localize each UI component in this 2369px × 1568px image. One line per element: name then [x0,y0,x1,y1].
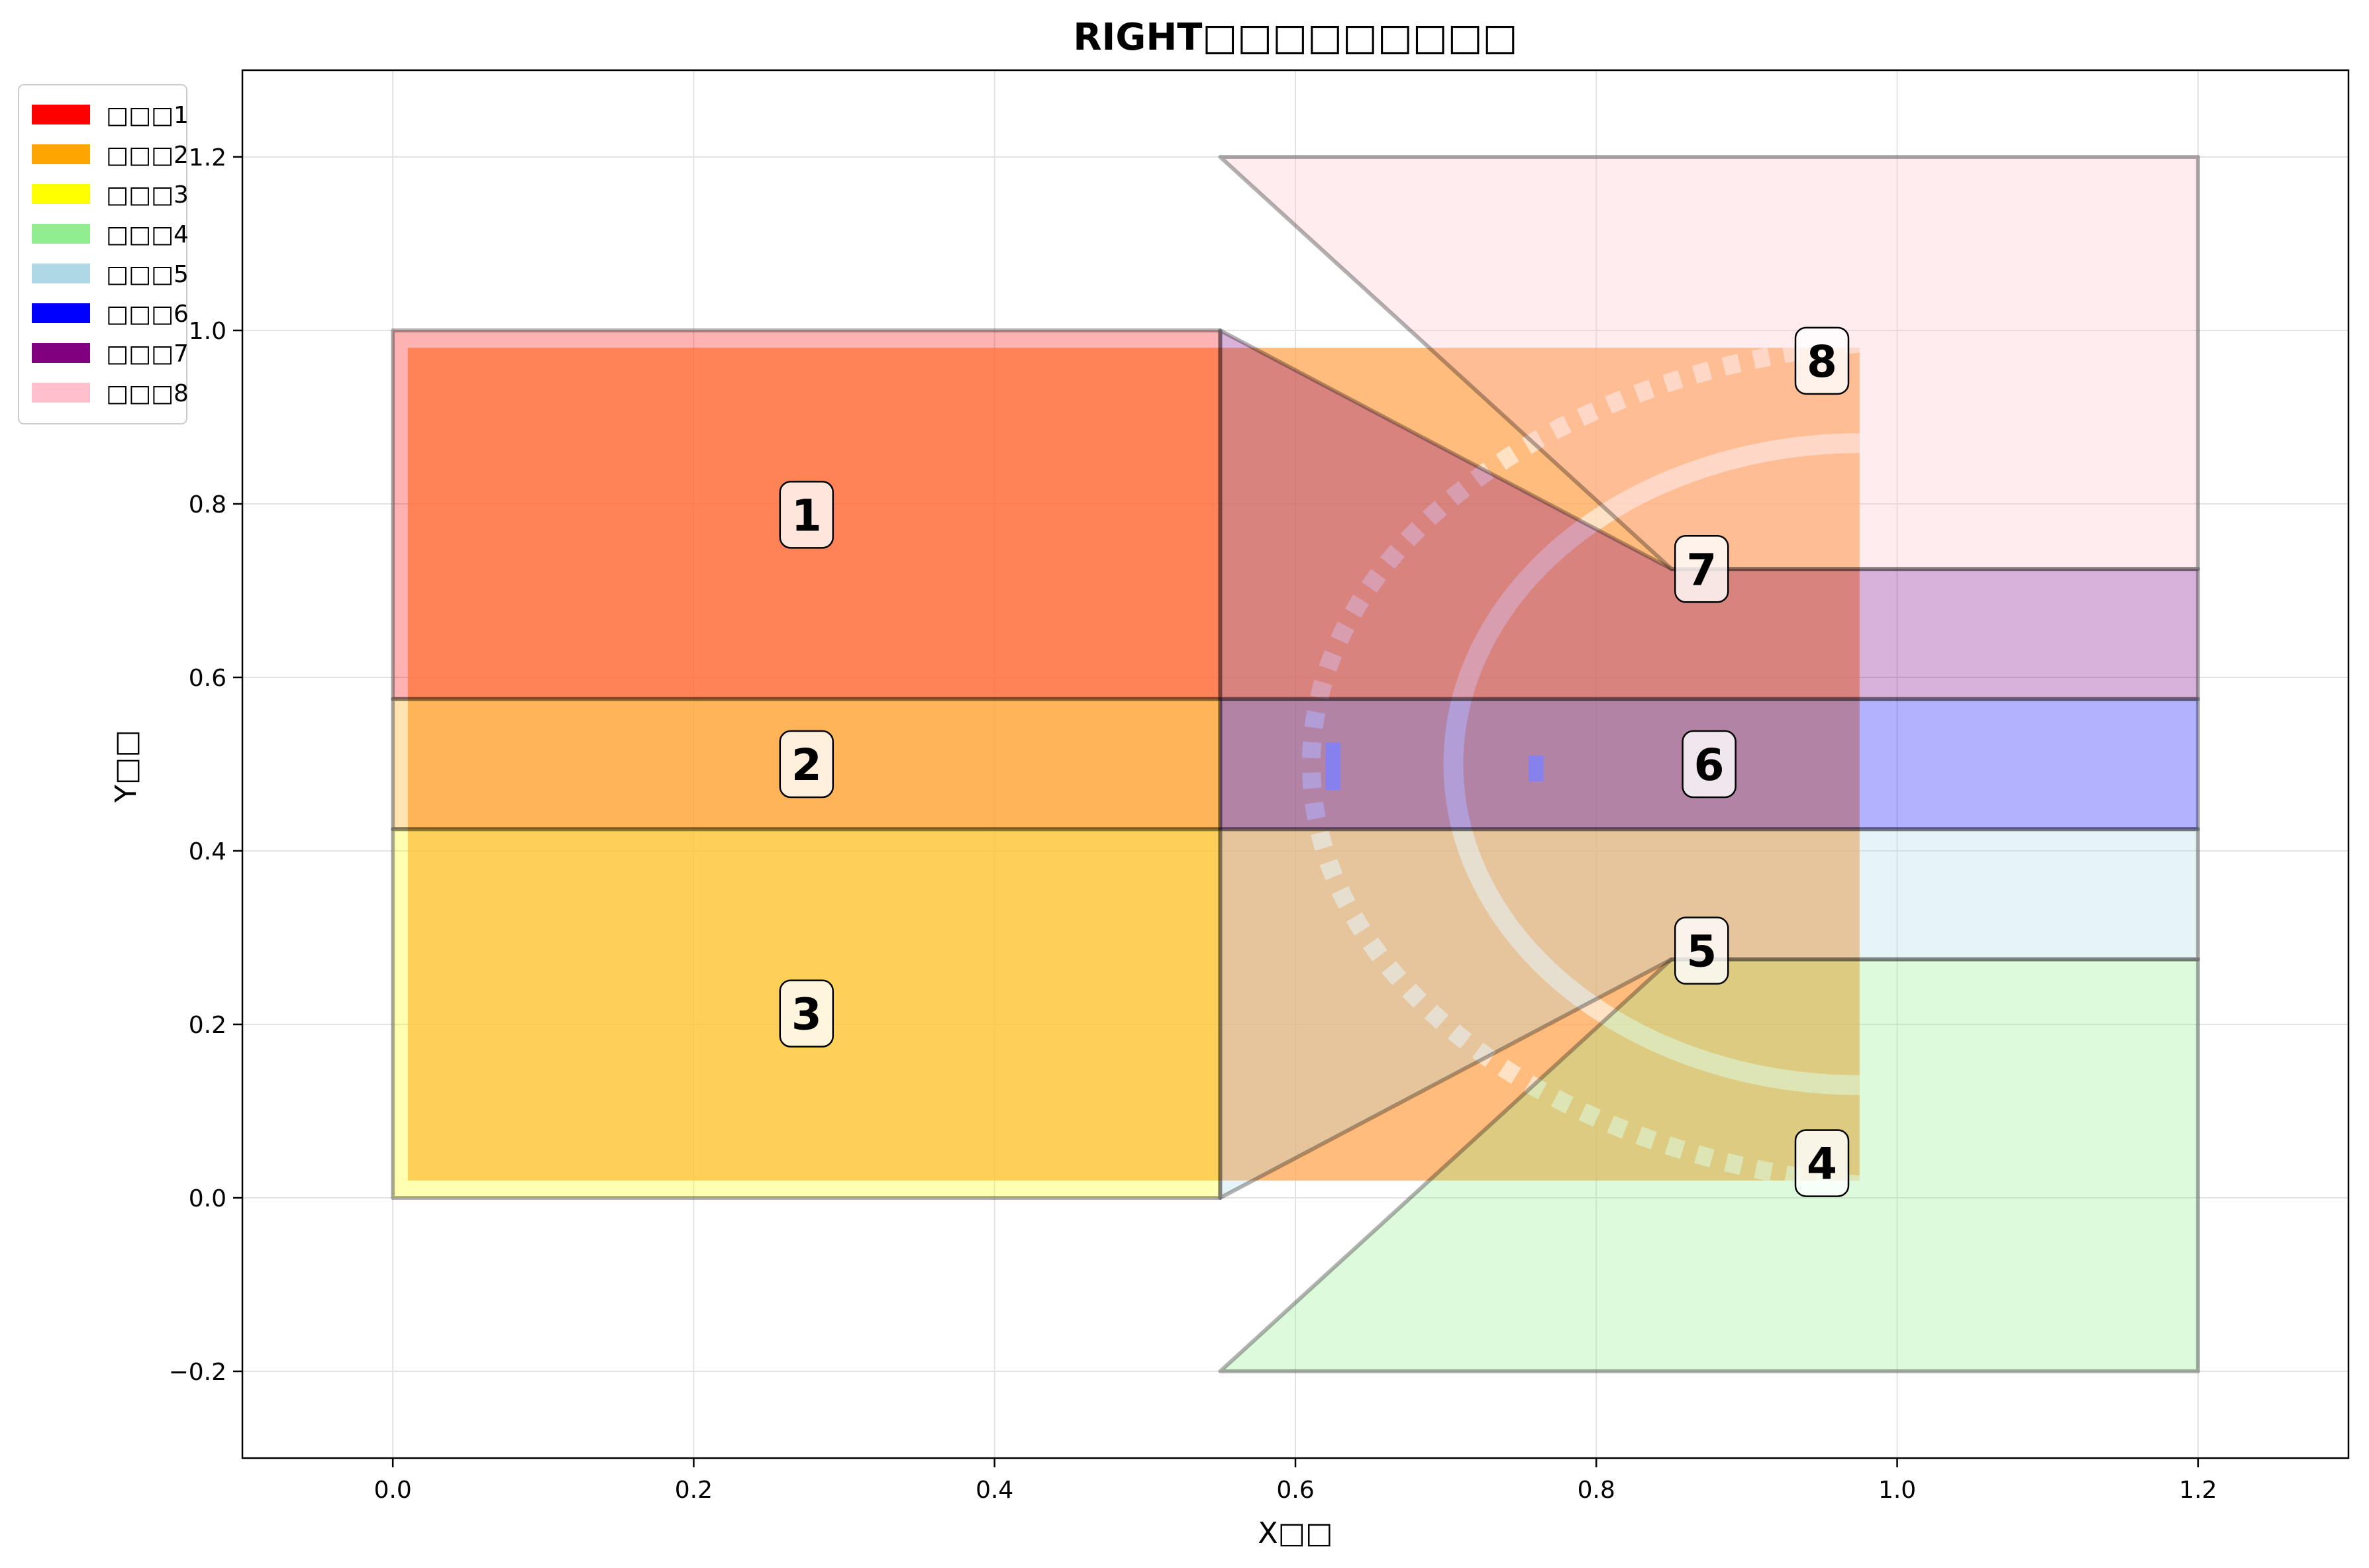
region-label-box-8 [1794,326,1850,395]
y-axis-label: Y□□ [109,730,143,803]
region-label-5: 5 [1674,916,1729,985]
region-label-8: 8 [1794,326,1850,395]
legend-item-3: □□□3 [32,181,189,209]
region-4 [1218,957,2200,1373]
legend-swatch-8 [32,383,90,403]
legend-label-3: □□□3 [106,181,189,209]
legend: □□□1 □□□2 □□□3 □□□4 □□□5 □□□6 □□□7 □□□8 [18,84,189,424]
region-5 [1218,827,2200,1200]
region-label-box-1 [779,481,834,549]
legend-swatch-2 [32,144,90,164]
legend-label-8: □□□8 [106,380,189,407]
x-tick-label-5: 1.0 [1878,1477,1916,1504]
region-label-text-1: 1 [791,490,822,541]
x-tick-label-4: 0.8 [1578,1477,1615,1504]
legend-label-2: □□□2 [106,142,189,169]
x-tick-label-0: 0.0 [374,1477,412,1504]
legend-swatch-7 [32,343,90,363]
region-label-box-6 [1682,730,1737,799]
legend-swatch-6 [32,303,90,323]
y-tick-label-1: 0.0 [189,1185,227,1212]
y-tick-label-3: 0.4 [189,838,227,865]
region-label-text-8: 8 [1807,336,1837,387]
x-tick-label-1: 0.2 [675,1477,713,1504]
region-8 [1218,155,2200,571]
legend-label-7: □□□7 [106,340,189,368]
legend-swatch-5 [32,264,90,283]
y-tick-label-2: 0.2 [189,1012,227,1039]
legend-swatch-3 [32,184,90,204]
region-label-text-4: 4 [1807,1139,1837,1190]
region-label-6: 6 [1682,730,1737,799]
legend-label-1: □□□1 [106,102,189,129]
region-label-4: 4 [1794,1129,1850,1197]
legend-label-6: □□□6 [106,301,189,328]
y-tick-label-7: 1.2 [189,144,227,172]
region-labels: 1 2 3 4 5 6 7 8 [779,326,1850,1197]
region-label-box-2 [779,730,834,799]
region-label-text-2: 2 [791,740,822,791]
overlay-inner-arc [1443,433,1860,1095]
x-tick-label-3: 0.6 [1276,1477,1314,1504]
region-7 [1218,328,2200,701]
legend-item-4: □□□4 [32,221,189,248]
background-image-overlay [407,334,1861,1195]
region-label-box-4 [1794,1129,1850,1197]
region-label-3: 3 [779,979,834,1048]
region-label-1: 1 [779,481,834,549]
y-tick-label-5: 0.8 [189,491,227,518]
region-label-box-3 [779,979,834,1048]
region-label-text-7: 7 [1686,544,1717,595]
y-tick-label-0: −0.2 [169,1359,227,1386]
region-label-text-5: 5 [1686,926,1717,977]
legend-item-6: □□□6 [32,301,189,328]
overlay-image-rect [407,348,1860,1181]
legend-frame [18,84,187,424]
region-label-box-5 [1674,916,1729,985]
y-tick-label-4: 0.6 [189,665,227,692]
x-tick-label-6: 1.2 [2179,1477,2217,1504]
legend-swatch-4 [32,224,90,244]
legend-label-5: □□□5 [106,261,189,288]
y-tick-label-6: 1.0 [189,318,227,345]
legend-item-5: □□□5 [32,261,189,288]
region-label-text-3: 3 [791,989,822,1040]
region-label-text-6: 6 [1694,740,1725,791]
x-axis-label: X□□ [1258,1516,1333,1550]
region-label-7: 7 [1674,535,1729,603]
x-tick-label-2: 0.4 [976,1477,1013,1504]
legend-item-2: □□□2 [32,142,189,169]
region-label-box-7 [1674,535,1729,603]
chart-title: RIGHT□□□□□□□□□ [1073,16,1517,59]
overlay-mark-2 [1529,755,1544,782]
legend-item-8: □□□8 [32,380,189,407]
axis-ticks: 0.0 0.2 0.4 0.6 0.8 1.0 1.2 −0.2 0.0 0.2 0.4 0.6 0.8… [169,144,2217,1504]
overlay-mark-1 [1325,742,1341,791]
legend-label-4: □□□4 [106,221,189,248]
legend-item-7: □□□7 [32,340,189,368]
legend-item-1: □□□1 [32,102,189,129]
legend-swatch-1 [32,105,90,124]
region-label-2: 2 [779,730,834,799]
overlay-outer-arc [1302,334,1861,1195]
